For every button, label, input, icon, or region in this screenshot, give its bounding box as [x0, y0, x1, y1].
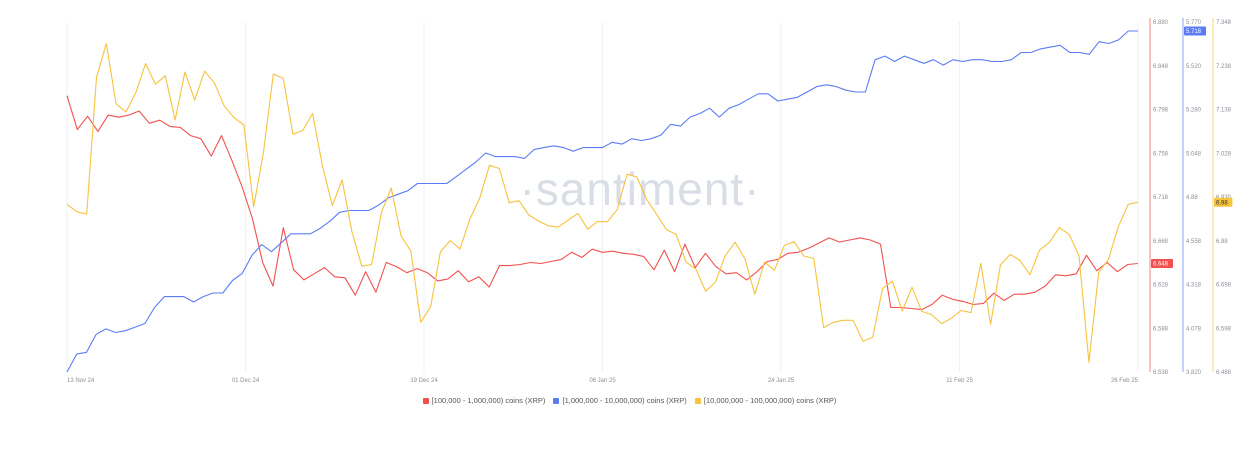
y-tick-label-blue: 4.88: [1186, 195, 1198, 201]
badge-yellow: 6.98: [1214, 197, 1233, 207]
legend-label-blue: [1,000,000 - 10,000,000) coins (XRP): [562, 396, 687, 405]
y-tick-label-red: 6.538: [1153, 370, 1169, 376]
legend-item-red[interactable]: [100,000 - 1,000,000) coins (XRP): [422, 396, 546, 405]
badge-bg-blue: [1184, 26, 1206, 36]
y-tick-label-red: 6.848: [1153, 64, 1169, 70]
x-tick-label: 26 Feb 25: [1111, 378, 1139, 384]
y-tick-label-blue: 5.280: [1186, 108, 1202, 114]
legend-item-yellow[interactable]: [10,000,000 - 100,000,000) coins (XRP): [694, 396, 837, 405]
series-line-yellow: [66, 43, 1139, 363]
x-tick-label: 19 Dec 24: [410, 378, 438, 384]
y-tick-label-blue: 4.318: [1186, 283, 1202, 289]
axes-layer: 6.880 6.848 6.798 6.758 6.718 6.668 6.628 6.588…: [1149, 18, 1233, 376]
y-tick-label-red: 6.718: [1153, 195, 1169, 201]
y-tick-label-red: 6.668: [1153, 239, 1169, 245]
y-tick-label-red: 6.758: [1153, 151, 1169, 157]
santiment-watermark: ·santiment·: [519, 163, 760, 215]
badge-bg-yellow: [1214, 197, 1233, 207]
series-line-blue: [66, 30, 1138, 373]
y-tick-label-blue: 5.048: [1186, 151, 1202, 157]
badge-label-red: 6.648: [1153, 262, 1169, 268]
chart-grid: [66, 22, 1139, 372]
y-tick-label-yellow: 6.698: [1216, 283, 1232, 289]
legend-swatch-red: [422, 397, 429, 404]
badge-label-blue: 5.718: [1186, 29, 1202, 35]
y-tick-label-yellow: 7.028: [1216, 151, 1232, 157]
badge-label-yellow: 6.98: [1216, 200, 1228, 206]
x-axis: 13 Nov 24 01 Dec 24 19 Dec 24 06 Jan 25 24 J…: [67, 378, 1139, 384]
badge-bg-red: [1151, 259, 1173, 269]
y-tick-label-yellow: 6.88: [1216, 239, 1228, 245]
y-tick-label-yellow: 7.138: [1216, 108, 1232, 114]
y-tick-label-yellow: 6.598: [1216, 326, 1232, 332]
y-tick-label-blue: 4.078: [1186, 326, 1202, 332]
legend-swatch-yellow: [694, 397, 701, 404]
x-tick-label: 24 Jan 25: [768, 378, 795, 384]
legend: [100,000 - 1,000,000) coins (XRP) [1,000…: [0, 396, 1259, 406]
legend-swatch-blue: [553, 397, 560, 404]
y-tick-label-blue: 5.520: [1186, 64, 1202, 70]
x-tick-label: 06 Jan 25: [589, 378, 616, 384]
y-tick-label-blue: 5.770: [1186, 20, 1202, 26]
y-tick-label-red: 6.798: [1153, 108, 1169, 114]
y-tick-label-yellow: 6.488: [1216, 370, 1232, 376]
legend-item-blue[interactable]: [1,000,000 - 10,000,000) coins (XRP): [553, 396, 687, 405]
badge-red: 6.648: [1151, 259, 1173, 269]
y-tick-label-blue: 4.558: [1186, 239, 1202, 245]
y-tick-label-red: 6.628: [1153, 283, 1169, 289]
y-tick-label-red: 6.880: [1153, 20, 1169, 26]
x-tick-label: 13 Nov 24: [67, 378, 95, 384]
y-tick-label-red: 6.588: [1153, 326, 1169, 332]
y-tick-label-blue: 3.820: [1186, 370, 1202, 376]
series-line-red: [66, 95, 1139, 311]
badge-blue: 5.718: [1184, 26, 1206, 36]
series-layer: [66, 30, 1139, 373]
x-tick-label: 01 Dec 24: [232, 378, 260, 384]
y-tick-label-yellow: 7.348: [1216, 20, 1232, 26]
legend-label-red: [100,000 - 1,000,000) coins (XRP): [431, 396, 546, 405]
y-tick-label-yellow: 7.238: [1216, 64, 1232, 70]
legend-label-yellow: [10,000,000 - 100,000,000) coins (XRP): [703, 396, 837, 405]
x-tick-label: 11 Feb 25: [946, 378, 973, 384]
